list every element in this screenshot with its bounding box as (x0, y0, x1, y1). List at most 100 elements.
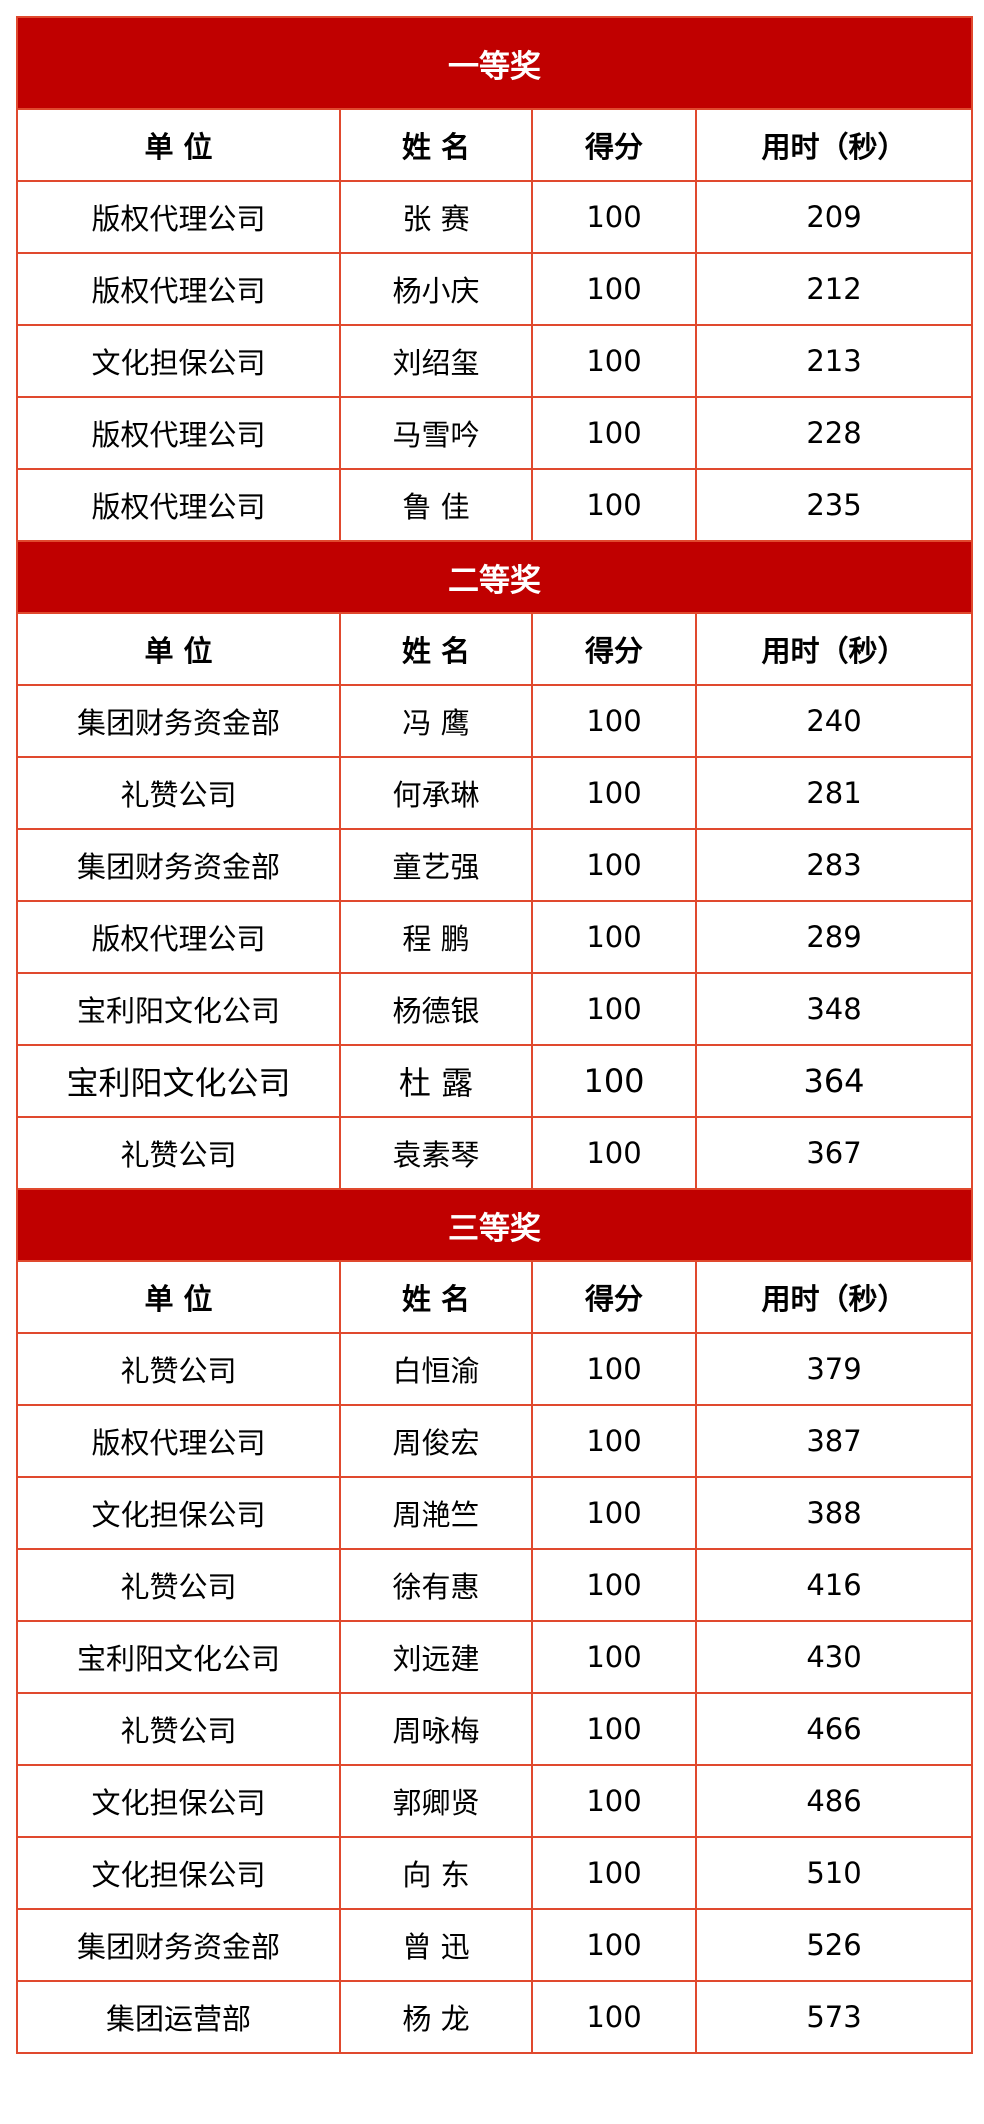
cell-score: 100 (531, 396, 697, 470)
cell-unit: 宝利阳文化公司 (16, 972, 341, 1046)
cell-name: 刘远建 (339, 1620, 533, 1694)
cell-time: 388 (695, 1476, 973, 1550)
column-header-unit: 单 位 (16, 612, 341, 686)
column-header-name: 姓 名 (339, 612, 533, 686)
column-header-time: 用时（秒） (695, 612, 973, 686)
cell-time: 486 (695, 1764, 973, 1838)
cell-name: 杨小庆 (339, 252, 533, 326)
cell-unit: 版权代理公司 (16, 252, 341, 326)
cell-time: 289 (695, 900, 973, 974)
table-row: 集团财务资金部 童艺强 100 283 (16, 828, 973, 902)
table-row: 宝利阳文化公司杜 露 100 364 (16, 1044, 973, 1118)
cell-time: 367 (695, 1116, 973, 1190)
cell-time: 510 (695, 1836, 973, 1910)
cell-score: 100 (531, 1476, 697, 1550)
cell-score: 100 (531, 252, 697, 326)
table-row: 礼赞公司 袁素琴 100 367 (16, 1116, 973, 1190)
cell-score: 100 (531, 324, 697, 398)
cell-unit: 礼赞公司 (16, 1332, 341, 1406)
cell-time: 213 (695, 324, 973, 398)
section-title-row: 三等奖 (16, 1188, 973, 1262)
cell-name: 冯 鹰 (339, 684, 533, 758)
cell-name: 向 东 (339, 1836, 533, 1910)
table-row: 礼赞公司 何承琳 100 281 (16, 756, 973, 830)
column-header-score: 得分 (531, 1260, 697, 1334)
table-row: 宝利阳文化公司 杨德银 100 348 (16, 972, 973, 1046)
cell-score: 100 (531, 1332, 697, 1406)
table-row: 集团财务资金部冯 鹰 100 240 (16, 684, 973, 758)
cell-time: 416 (695, 1548, 973, 1622)
cell-time: 212 (695, 252, 973, 326)
cell-name: 曾 迅 (339, 1908, 533, 1982)
column-header-name: 姓 名 (339, 108, 533, 182)
cell-score: 100 (531, 1044, 697, 1118)
cell-score: 100 (531, 1548, 697, 1622)
cell-unit: 版权代理公司 (16, 1404, 341, 1478)
cell-score: 100 (531, 828, 697, 902)
cell-time: 348 (695, 972, 973, 1046)
cell-score: 100 (531, 468, 697, 542)
cell-name: 徐有惠 (339, 1548, 533, 1622)
award-table-container: 一等奖单 位姓 名得分 用时（秒） 版权代理公司张 赛 100 209 版权代理公司 杨小庆… (16, 16, 973, 2054)
table-row: 版权代理公司程 鹏 100 289 (16, 900, 973, 974)
cell-unit: 文化担保公司 (16, 1764, 341, 1838)
cell-score: 100 (531, 1692, 697, 1766)
cell-score: 100 (531, 1836, 697, 1910)
column-header-name: 姓 名 (339, 1260, 533, 1334)
table-row: 文化担保公司 刘绍玺 100 213 (16, 324, 973, 398)
table-row: 文化担保公司 郭卿贤 100 486 (16, 1764, 973, 1838)
cell-unit: 版权代理公司 (16, 396, 341, 470)
column-header-unit: 单 位 (16, 108, 341, 182)
cell-unit: 文化担保公司 (16, 324, 341, 398)
section-title: 三等奖 (16, 1188, 973, 1262)
cell-time: 240 (695, 684, 973, 758)
cell-name: 杨 龙 (339, 1980, 533, 2054)
cell-time: 379 (695, 1332, 973, 1406)
cell-unit: 文化担保公司 (16, 1476, 341, 1550)
cell-name: 张 赛 (339, 180, 533, 254)
cell-time: 466 (695, 1692, 973, 1766)
cell-unit: 宝利阳文化公司 (16, 1620, 341, 1694)
table-row: 礼赞公司 白恒渝 100 379 (16, 1332, 973, 1406)
table-row: 集团运营部杨 龙 100 573 (16, 1980, 973, 2054)
cell-score: 100 (531, 684, 697, 758)
cell-name: 白恒渝 (339, 1332, 533, 1406)
cell-name: 刘绍玺 (339, 324, 533, 398)
cell-time: 430 (695, 1620, 973, 1694)
table-row: 集团财务资金部曾 迅 100 526 (16, 1908, 973, 1982)
cell-time: 573 (695, 1980, 973, 2054)
table-row: 版权代理公司鲁 佳 100 235 (16, 468, 973, 542)
cell-name: 何承琳 (339, 756, 533, 830)
cell-unit: 版权代理公司 (16, 180, 341, 254)
cell-name: 袁素琴 (339, 1116, 533, 1190)
column-header-unit: 单 位 (16, 1260, 341, 1334)
column-header-score: 得分 (531, 108, 697, 182)
cell-name: 郭卿贤 (339, 1764, 533, 1838)
cell-unit: 集团财务资金部 (16, 828, 341, 902)
table-row: 礼赞公司 周咏梅 100 466 (16, 1692, 973, 1766)
cell-unit: 宝利阳文化公司 (16, 1044, 341, 1118)
column-header-score: 得分 (531, 612, 697, 686)
table-row: 文化担保公司向 东 100 510 (16, 1836, 973, 1910)
cell-unit: 集团运营部 (16, 1980, 341, 2054)
cell-unit: 版权代理公司 (16, 468, 341, 542)
cell-unit: 礼赞公司 (16, 1692, 341, 1766)
column-header-row: 单 位姓 名得分 用时（秒） (16, 108, 973, 182)
cell-name: 周滟竺 (339, 1476, 533, 1550)
table-row: 宝利阳文化公司 刘远建 100 430 (16, 1620, 973, 1694)
cell-name: 杜 露 (339, 1044, 533, 1118)
cell-score: 100 (531, 1980, 697, 2054)
cell-score: 100 (531, 1116, 697, 1190)
column-header-row: 单 位姓 名得分 用时（秒） (16, 1260, 973, 1334)
cell-name: 童艺强 (339, 828, 533, 902)
cell-unit: 集团财务资金部 (16, 684, 341, 758)
cell-score: 100 (531, 180, 697, 254)
table-row: 版权代理公司 马雪吟 100 228 (16, 396, 973, 470)
cell-score: 100 (531, 1908, 697, 1982)
cell-time: 235 (695, 468, 973, 542)
section-title-row: 一等奖 (16, 16, 973, 110)
cell-score: 100 (531, 972, 697, 1046)
cell-unit: 版权代理公司 (16, 900, 341, 974)
cell-name: 马雪吟 (339, 396, 533, 470)
cell-score: 100 (531, 1404, 697, 1478)
